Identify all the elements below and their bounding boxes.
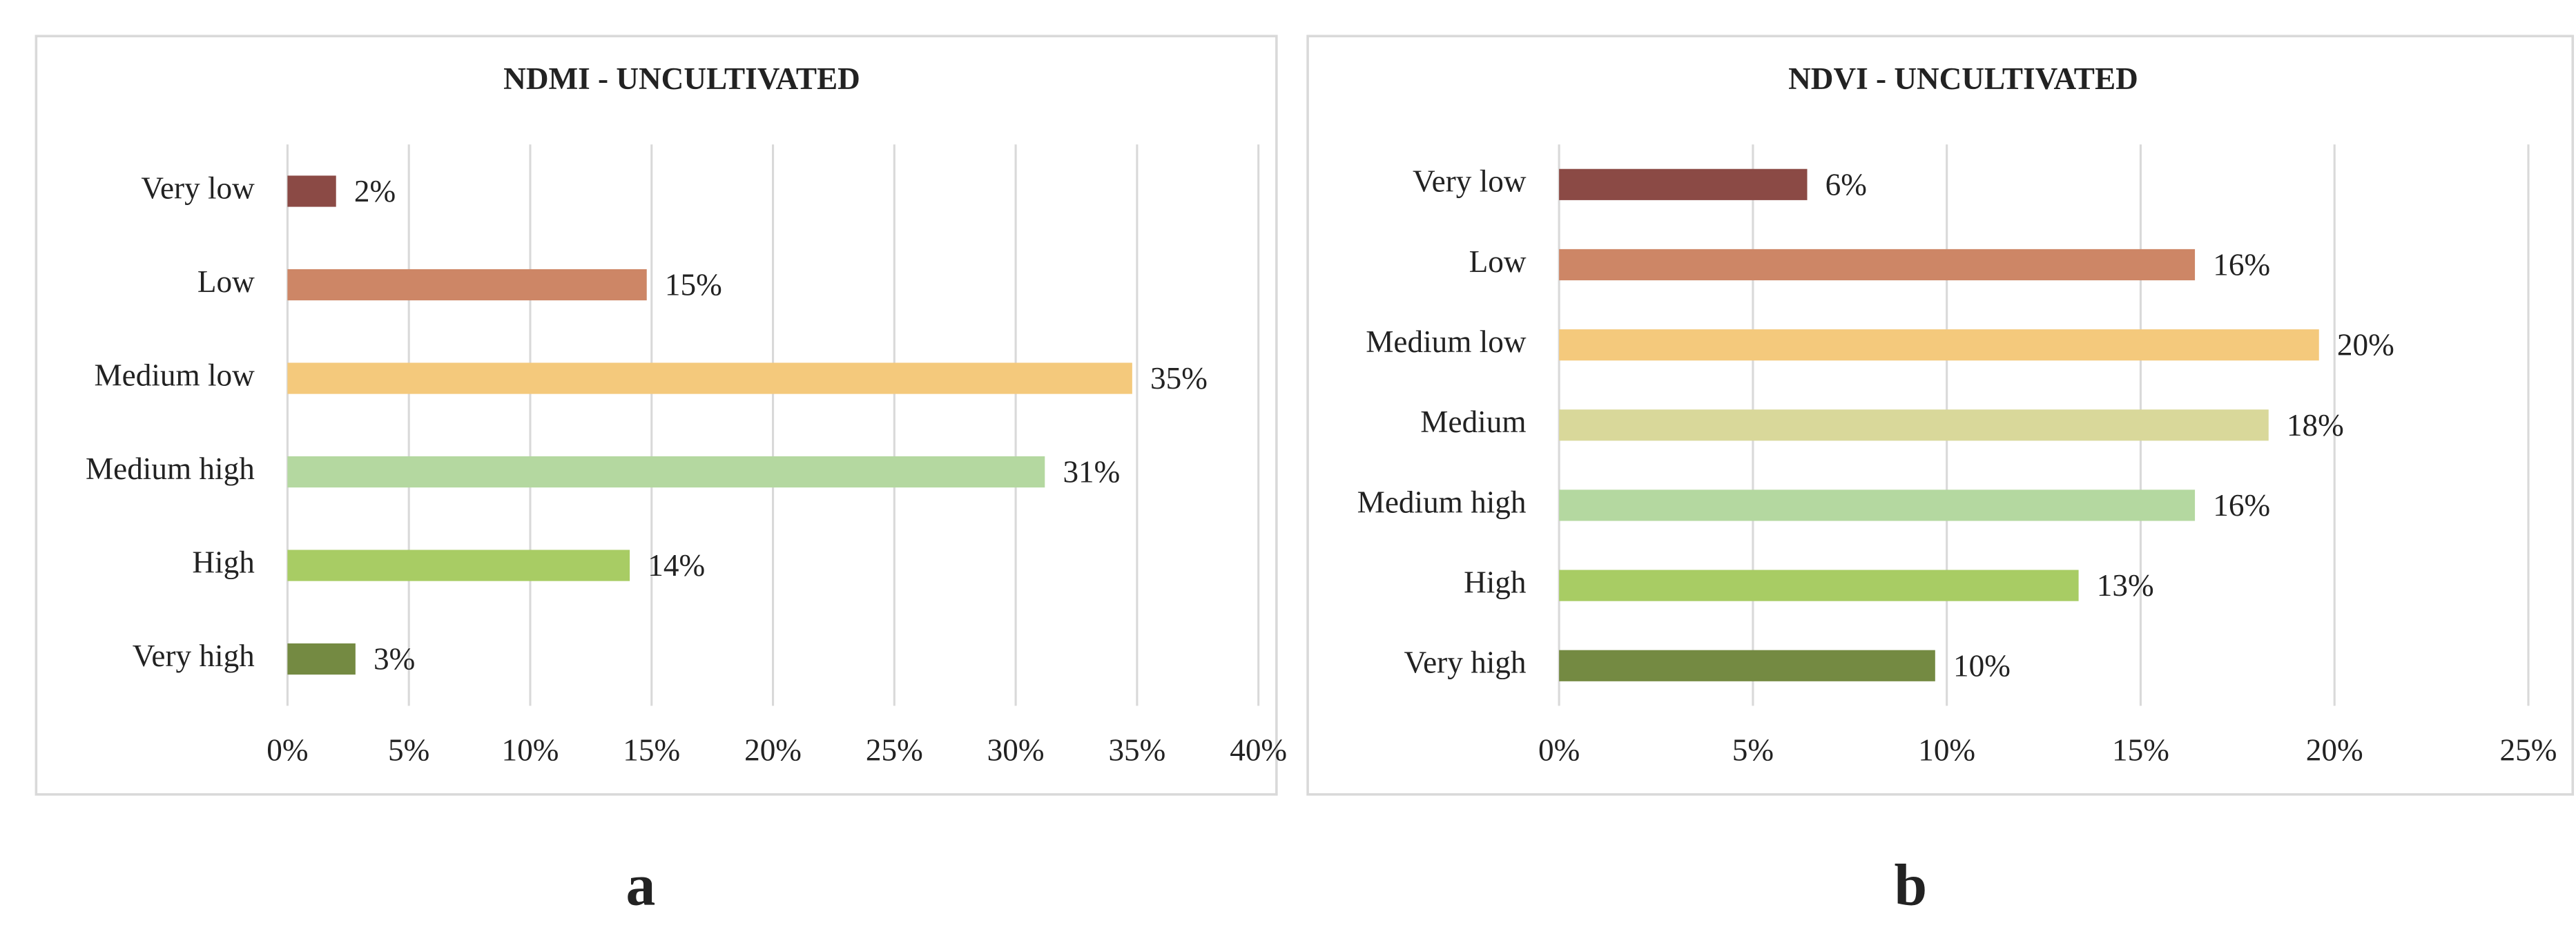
chart-title: NDMI - UNCULTIVATED [503,61,860,96]
y-tick-label: Medium high [1357,485,1527,519]
bar [1559,409,2269,441]
y-tick-label: Very low [141,171,255,205]
bar [1559,489,2196,521]
y-tick-label: Very high [1404,645,1526,680]
value-label: 14% [648,548,705,583]
y-tick-label: High [1464,565,1526,600]
value-label: 31% [1063,455,1120,489]
bar [287,456,1045,488]
x-tick-label: 5% [1732,733,1774,768]
x-tick-label: 25% [2500,733,2557,768]
panel-frame [35,35,1278,796]
bar [287,550,630,581]
x-tick-label: 40% [1230,733,1287,768]
y-tick-label: Low [1469,244,1527,279]
bar [1559,329,2319,361]
panel-label: a [626,853,656,918]
x-tick-label: 15% [623,733,680,768]
value-label: 2% [354,174,396,208]
bar [1559,650,1935,681]
value-label: 10% [1953,648,2011,683]
x-tick-label: 20% [744,733,802,768]
x-tick-label: 15% [2112,733,2169,768]
bar [1559,249,2196,281]
x-tick-label: 25% [866,733,923,768]
bar [1559,570,2079,601]
bar [287,362,1132,394]
value-label: 3% [374,642,415,677]
x-tick-label: 10% [1918,733,1975,768]
bar [1559,168,1808,200]
value-label: 16% [2213,488,2270,523]
value-label: 13% [2097,568,2154,603]
x-tick-label: 20% [2306,733,2363,768]
value-label: 18% [2287,408,2344,443]
y-tick-label: Very high [133,639,255,673]
y-tick-label: Medium low [95,358,255,392]
value-label: 35% [1150,361,1208,396]
value-label: 15% [665,268,722,302]
value-label: 16% [2213,248,2270,282]
x-tick-label: 5% [388,733,429,768]
x-tick-label: 30% [987,733,1045,768]
y-tick-label: Medium [1420,405,1526,439]
panel-label: b [1894,853,1927,918]
x-tick-label: 10% [502,733,559,768]
y-tick-label: High [192,545,254,579]
y-tick-label: Medium high [86,451,255,486]
value-label: 20% [2337,328,2394,362]
x-tick-label: 35% [1108,733,1165,768]
bar [287,269,647,301]
bar [287,643,356,675]
x-tick-label: 0% [267,733,308,768]
bar [287,175,336,207]
y-tick-label: Very low [1413,164,1527,199]
value-label: 6% [1826,167,1867,202]
x-tick-label: 0% [1538,733,1580,768]
chart-title: NDVI - UNCULTIVATED [1788,61,2138,96]
y-tick-label: Low [197,264,255,299]
y-tick-label: Medium low [1366,324,1527,359]
